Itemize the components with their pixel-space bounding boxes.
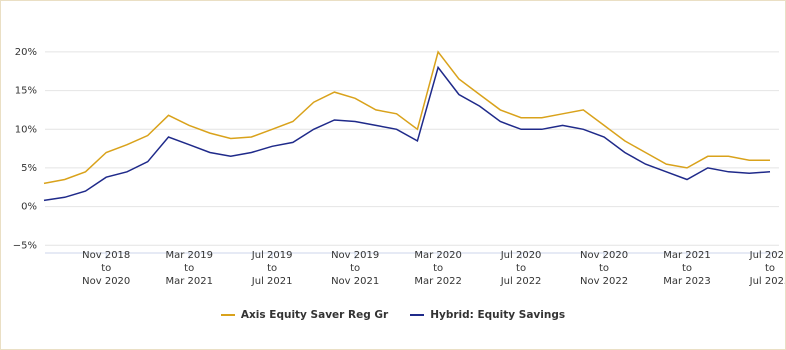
y-tick-label: 0% <box>21 202 37 213</box>
x-tick-label: Jul 2020 to Jul 2022 <box>500 250 542 287</box>
series-line <box>43 50 770 185</box>
x-tick-label: Jul 2019 to Jul 2021 <box>251 250 293 287</box>
legend-label: Hybrid: Equity Savings <box>430 309 566 321</box>
y-tick-label: 20% <box>15 47 37 58</box>
x-tick-label: Mar 2019 to Mar 2021 <box>165 250 213 287</box>
y-tick-label: 10% <box>15 124 37 135</box>
x-tick-label: Nov 2019 to Nov 2021 <box>331 250 380 287</box>
legend-item[interactable]: Axis Equity Saver Reg Gr <box>220 309 389 321</box>
y-tick-label: −5% <box>13 240 37 251</box>
y-tick-label: 5% <box>21 163 37 174</box>
x-tick-label: Mar 2020 to Mar 2022 <box>414 250 462 287</box>
x-tick-label: Nov 2018 to Nov 2020 <box>82 250 131 287</box>
x-tick-label: Jul 2021 to Jul 2023 <box>749 250 785 287</box>
x-tick-label: Mar 2021 to Mar 2023 <box>663 250 711 287</box>
legend: Axis Equity Saver Reg Gr Hybrid: Equity S… <box>1 309 785 321</box>
y-tick-label: 15% <box>15 86 37 97</box>
x-tick-label: Nov 2020 to Nov 2022 <box>579 250 629 287</box>
series-line <box>43 65 771 202</box>
legend-label: Axis Equity Saver Reg Gr <box>240 309 389 321</box>
legend-swatch <box>220 314 235 316</box>
legend-item[interactable]: Hybrid: Equity Savings <box>410 309 565 321</box>
legend-swatch <box>410 314 425 316</box>
